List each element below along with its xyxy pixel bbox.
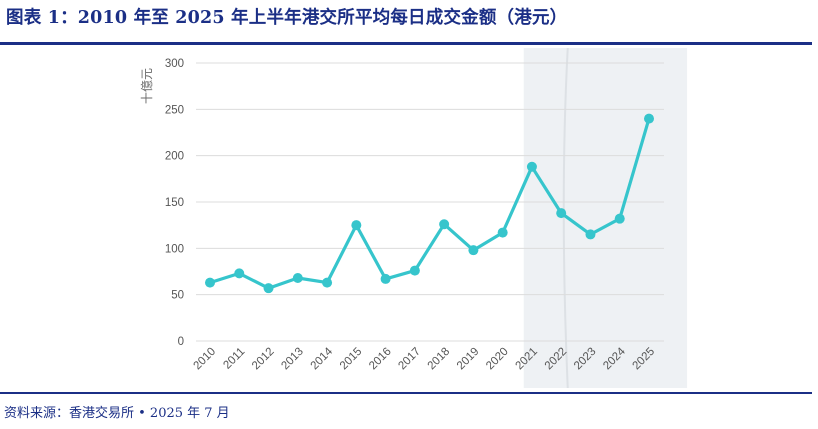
y-tick-label: 150 [165,197,184,209]
data-point [468,245,479,256]
highlight-band-layer [523,47,688,389]
highlight-band [523,48,688,388]
x-tick-label: 2013 [279,346,306,373]
data-point [409,265,420,276]
data-point [439,219,450,230]
footer-rule [0,392,812,394]
y-axis-label: 十億元 [140,68,154,104]
data-point [526,161,537,172]
chart-title: 图表 1：2010 年至 2025 年上半年港交所平均每日成交金额（港元） [6,8,568,28]
header-rule [0,42,812,45]
x-tick-label: 2017 [396,346,423,373]
data-point [497,227,508,238]
data-point [205,277,215,288]
y-tick-label: 250 [165,104,184,116]
data-point [263,283,274,294]
data-point [322,277,333,288]
y-tick-label: 50 [171,290,184,302]
y-tick-label: 0 [178,336,184,348]
x-tick-label: 2014 [309,345,336,372]
x-tick-label: 2010 [192,346,219,373]
y-axis-ticks: 0 50 100 150 200 250 300 [165,58,184,348]
y-tick-label: 200 [165,151,184,163]
y-tick-label: 100 [165,243,184,255]
data-point-layer [205,113,654,294]
source-note: 资料来源：香港交易所 • 2025 年 7 月 [4,406,230,421]
x-tick-label: 2011 [221,346,247,372]
data-point [556,208,567,219]
x-tick-label: 2012 [250,346,277,373]
x-tick-label: 2018 [426,346,453,373]
y-tick-label: 300 [165,58,184,70]
x-tick-label: 2015 [338,346,365,373]
data-point [380,273,391,284]
series-line-layer [208,116,651,290]
data-point [351,220,362,231]
series-line [208,116,651,290]
x-tick-label: 2020 [484,346,511,373]
x-tick-label: 2019 [455,346,482,373]
data-point [292,272,303,283]
x-tick-label: 2016 [367,346,394,373]
data-point [585,229,596,240]
data-point [644,113,654,124]
data-point [234,268,245,279]
data-point [614,213,625,224]
